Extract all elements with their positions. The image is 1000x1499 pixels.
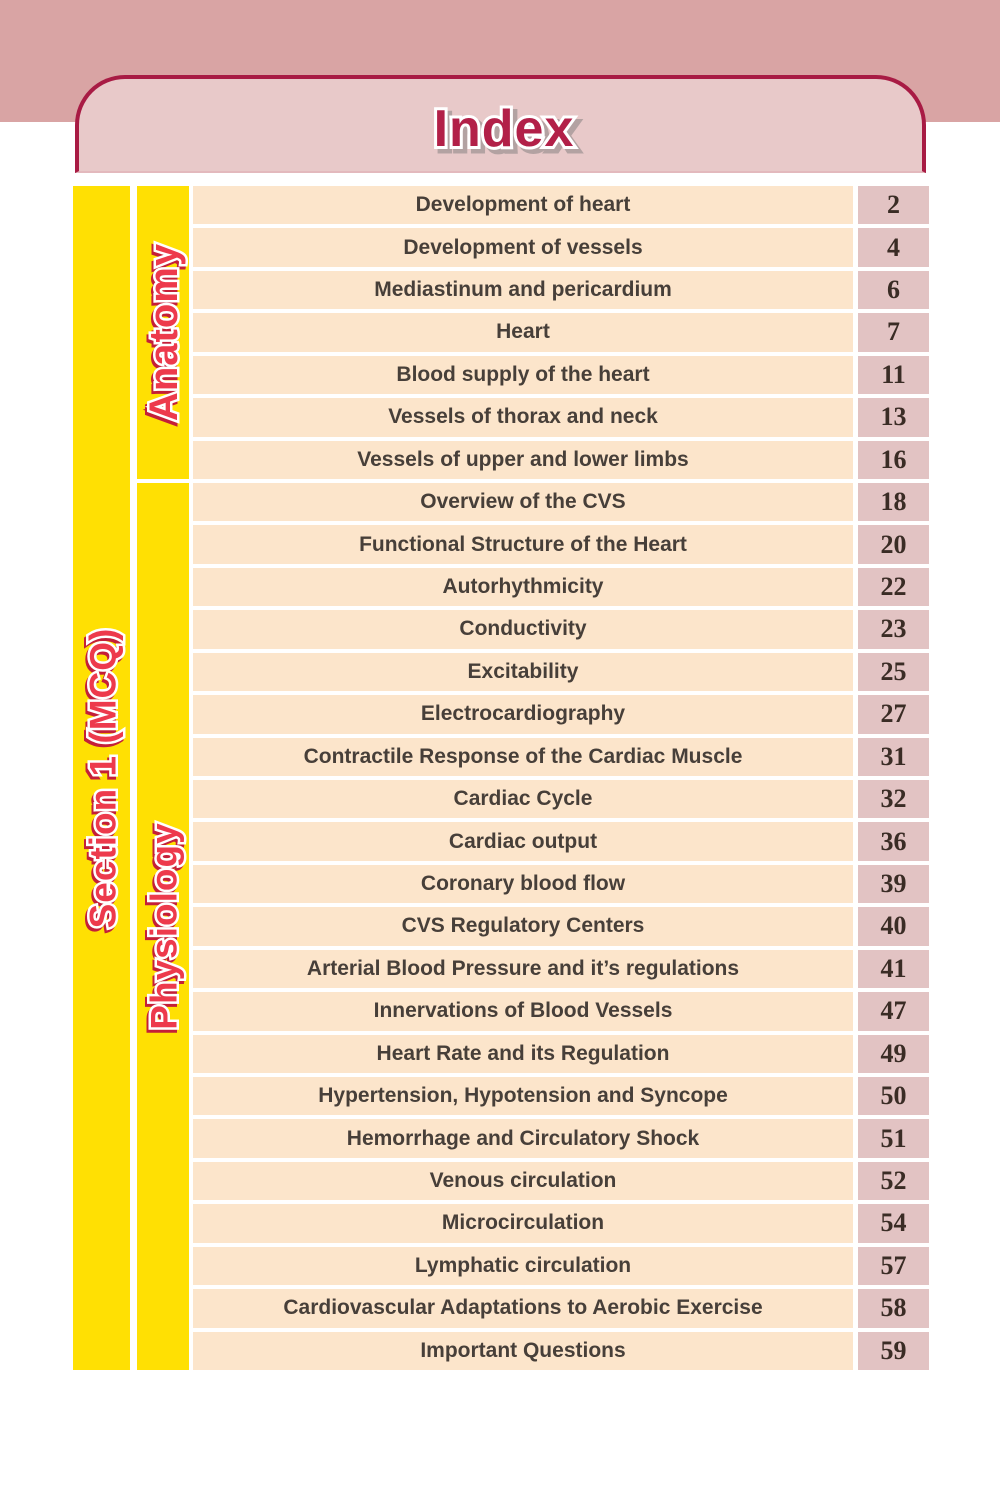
toc-entry-title: Innervations of Blood Vessels <box>193 992 853 1031</box>
toc-entry-page: 57 <box>858 1246 929 1286</box>
toc-entry-page: 16 <box>858 440 929 479</box>
toc-entry-title: Conductivity <box>193 610 853 649</box>
toc-entry-title: Heart Rate and its Regulation <box>193 1034 853 1073</box>
toc-entry-title: Coronary blood flow <box>193 864 853 904</box>
toc-entry-page: 13 <box>858 398 929 437</box>
toc-entry-title: Heart <box>193 313 853 352</box>
toc-entry-page: 18 <box>858 482 929 522</box>
index-table: Section 1 (MCQ) Section 1 (MCQ) Anatomy … <box>73 186 929 1370</box>
toc-entry-title: Functional Structure of the Heart <box>193 525 853 564</box>
index-title-shadow: Index <box>437 104 578 162</box>
toc-entry-title: Contractile Response of the Cardiac Musc… <box>193 737 853 776</box>
toc-entry-page: 49 <box>858 1034 929 1073</box>
toc-entry-page: 20 <box>858 525 929 564</box>
section-bar: Section 1 (MCQ) Section 1 (MCQ) <box>73 186 130 1370</box>
toc-entry-page: 25 <box>858 652 929 692</box>
toc-entry-page: 11 <box>858 355 929 395</box>
toc-entry-title: CVS Regulatory Centers <box>193 907 853 946</box>
physiology-label-svg: Physiology Physiology <box>139 820 187 1035</box>
toc-entry-title: Excitability <box>193 652 853 692</box>
section-bar-label-svg: Section 1 (MCQ) Section 1 (MCQ) <box>78 625 126 934</box>
toc-entry-page: 32 <box>858 779 929 819</box>
toc-entry-title: Overview of the CVS <box>193 482 853 522</box>
toc-entry-page: 52 <box>858 1161 929 1201</box>
toc-entry-title: Cardiac output <box>193 822 853 861</box>
toc-entry-title: Autorhythmicity <box>193 567 853 607</box>
toc-entry-page: 40 <box>858 907 929 946</box>
toc-entry-page: 59 <box>858 1331 929 1370</box>
section-label: Section 1 (MCQ) <box>83 628 124 929</box>
toc-entry-title: Important Questions <box>193 1331 853 1370</box>
physiology-bar: Physiology Physiology <box>137 482 189 1370</box>
toc-entry-title: Hypertension, Hypotension and Syncope <box>193 1076 853 1116</box>
toc-entry-page: 39 <box>858 864 929 904</box>
toc-entry-page: 41 <box>858 949 929 989</box>
index-title-text: Index <box>433 100 574 158</box>
toc-entry-title: Cardiovascular Adaptations to Aerobic Ex… <box>193 1289 853 1328</box>
toc-entry-title: Mediastinum and pericardium <box>193 270 853 310</box>
section-label-shadow: Section 1 (MCQ) <box>81 631 122 932</box>
toc-entry-page: 36 <box>858 822 929 861</box>
anatomy-label: Anatomy <box>142 243 186 421</box>
physiology-label-shadow: Physiology <box>142 825 183 1032</box>
toc-entry-title: Microcirculation <box>193 1204 853 1243</box>
toc-entry-page: 51 <box>858 1119 929 1158</box>
toc-entry-title: Electrocardiography <box>193 695 853 734</box>
anatomy-label-svg: Anatomy Anatomy <box>138 240 189 426</box>
toc-entry-page: 6 <box>858 270 929 310</box>
toc-entry-page: 50 <box>858 1076 929 1116</box>
toc-entry-title: Arterial Blood Pressure and it’s regulat… <box>193 949 853 989</box>
toc-entry-title: Venous circulation <box>193 1161 853 1201</box>
toc-entry-title: Cardiac Cycle <box>193 779 853 819</box>
toc-entry-page: 31 <box>858 737 929 776</box>
physiology-label: Physiology <box>144 822 185 1029</box>
toc-entry-page: 4 <box>858 228 929 267</box>
toc-entry-title: Development of heart <box>193 186 853 225</box>
toc-entry-page: 23 <box>858 610 929 649</box>
toc-entry-page: 2 <box>858 186 929 225</box>
toc-entry-page: 7 <box>858 313 929 352</box>
toc-entry-title: Lymphatic circulation <box>193 1246 853 1286</box>
toc-entry-title: Blood supply of the heart <box>193 355 853 395</box>
index-title: Index Index <box>430 97 580 164</box>
toc-entry-page: 58 <box>858 1289 929 1328</box>
anatomy-label-shadow: Anatomy <box>140 246 184 424</box>
toc-entry-title: Vessels of thorax and neck <box>193 398 853 437</box>
index-header-box: Index Index <box>75 75 926 173</box>
toc-entry-page: 54 <box>858 1204 929 1243</box>
toc-entry-title: Development of vessels <box>193 228 853 267</box>
toc-entry-page: 27 <box>858 695 929 734</box>
toc-entry-page: 22 <box>858 567 929 607</box>
anatomy-bar: Anatomy Anatomy <box>137 186 189 479</box>
toc-entry-title: Hemorrhage and Circulatory Shock <box>193 1119 853 1158</box>
toc-entry-title: Vessels of upper and lower limbs <box>193 440 853 479</box>
toc-entry-page: 47 <box>858 992 929 1031</box>
